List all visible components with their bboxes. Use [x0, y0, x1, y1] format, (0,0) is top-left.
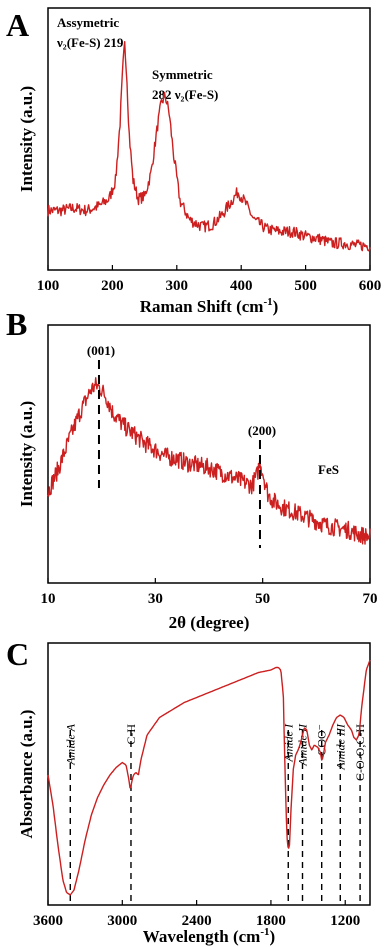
panel-c-xlabel-sup: -1: [260, 926, 269, 938]
panel-b: B Intensity (a.u.) (001) (200) FeS 10 30 5…: [6, 306, 378, 632]
panel-c-reference-label: Amide II: [296, 723, 310, 767]
panel-a-xtick-label: 200: [101, 278, 124, 294]
panel-a-xticks: 100 200 300 400 500 600: [37, 265, 382, 294]
panel-c-xtick-label: 3000: [107, 913, 137, 929]
panel-a-annotation-sym-2: 282 ν₂(Fe-S): [152, 87, 218, 102]
panel-b-series-line: [47, 377, 371, 545]
panel-b-annotation-fes: FeS: [318, 462, 339, 477]
panel-c-reference-label: C-O-O,C-H: [353, 724, 367, 781]
panel-b-xtick-label: 70: [363, 591, 378, 607]
panel-b-ylabel: Intensity (a.u.): [17, 401, 36, 507]
panel-a-xtick-label: 300: [166, 278, 189, 294]
panel-a: A Intensity (a.u.) Assymetric ν₂(Fe-S) 2…: [6, 7, 381, 316]
panel-a-ylabel: Intensity (a.u.): [17, 86, 36, 192]
panel-b-annotation-200: (200): [248, 423, 276, 438]
panel-a-xtick-label: 600: [359, 278, 382, 294]
panel-c-xtick-label: 2400: [182, 913, 212, 929]
panel-b-letter: B: [6, 306, 27, 342]
panel-a-xtick-label: 100: [37, 278, 60, 294]
panel-c-frame: [47, 642, 371, 906]
panel-a-xtick-label: 400: [230, 278, 253, 294]
panel-b-reference-lines: [97, 360, 261, 548]
panel-c-ylabel: Absorbance (a.u.): [17, 710, 36, 839]
panel-c-xlabel-main: Wavelength (cm: [143, 927, 261, 946]
panel-b-xtick-label: 50: [255, 591, 270, 607]
panel-a-series-line: [47, 41, 371, 252]
panel-c: C Absorbance (a.u.) 3600 3000 2400 1800 1200…: [6, 636, 371, 946]
panel-c-series-line: [47, 659, 371, 896]
panel-a-frame: [47, 7, 371, 271]
panel-c-xtick-label: 1200: [330, 913, 360, 929]
panel-a-xlabel-sup: -1: [263, 296, 272, 308]
panel-c-xtick-label: 3600: [33, 913, 63, 929]
panel-c-reference-lines: Amide A C-H Amide I Amide II COO⁻ Amide III C-…: [63, 723, 367, 902]
panel-a-annotation-asym-2: ν₂(Fe-S) 219: [56, 35, 124, 50]
panel-b-xlabel: 2θ (degree): [169, 613, 250, 632]
panel-a-annotation-sym-1: Symmetric: [152, 67, 213, 82]
panel-c-reference-label: Amide III: [333, 723, 347, 771]
panel-c-xlabel-tail: ): [270, 927, 276, 946]
panel-c-reference-label: C-H: [124, 724, 138, 745]
panel-b-xtick-label: 10: [41, 591, 56, 607]
panel-a-letter: A: [6, 7, 29, 43]
panel-c-reference-label: Amide A: [63, 723, 77, 765]
panel-c-xlabel: Wavelength (cm-1): [143, 926, 275, 946]
panel-a-xlabel: Raman Shift (cm-1): [140, 296, 279, 316]
panel-c-xtick-label: 1800: [256, 913, 286, 929]
panel-a-xlabel-main: Raman Shift (cm: [140, 297, 264, 316]
panel-a-xtick-label: 500: [294, 278, 317, 294]
panel-b-annotation-001: (001): [87, 343, 115, 358]
panel-a-xlabel-tail: ): [273, 297, 279, 316]
panel-c-xticks: 3600 3000 2400 1800 1200: [33, 900, 360, 929]
panel-b-xticks: 10 30 50 70: [41, 578, 378, 607]
panel-b-frame: [47, 324, 371, 584]
panel-c-letter: C: [6, 636, 29, 672]
panel-a-annotation-asym-1: Assymetric: [57, 15, 119, 30]
panel-b-xtick-label: 30: [148, 591, 163, 607]
